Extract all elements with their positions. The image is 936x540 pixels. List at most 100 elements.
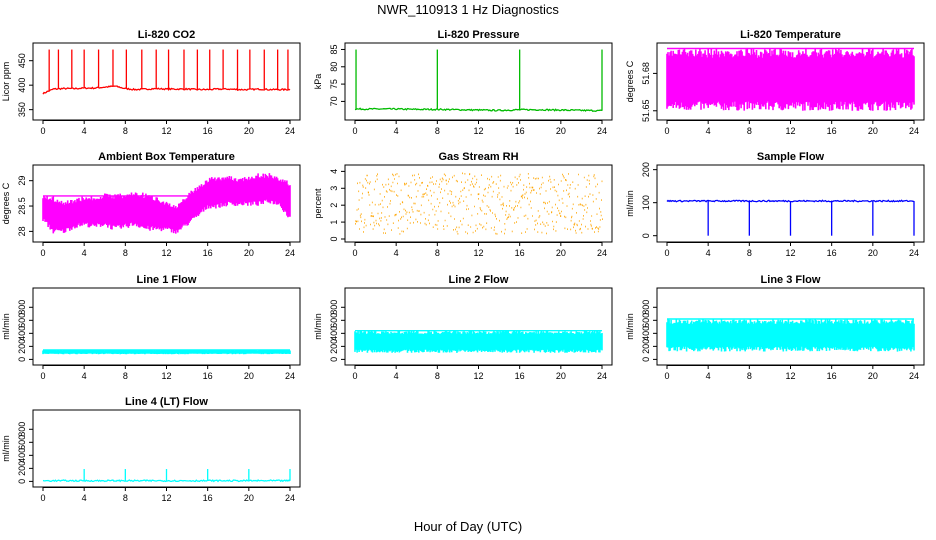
y-tick-label: 200 (641, 162, 651, 177)
y-axis-label: ml/min (625, 190, 635, 217)
x-tick-label: 12 (785, 371, 795, 381)
series-band (354, 330, 603, 353)
x-tick-label: 20 (868, 371, 878, 381)
x-tick-label: 8 (435, 248, 440, 258)
x-tick-label: 24 (909, 126, 919, 136)
x-tick-label: 20 (556, 248, 566, 258)
x-tick-label: 16 (515, 371, 525, 381)
figure-title: NWR_110913 1 Hz Diagnostics (377, 2, 559, 17)
x-tick-label: 12 (161, 126, 171, 136)
y-tick-label: 200 (17, 339, 27, 354)
y-tick-label: 29 (17, 176, 27, 186)
panel-9: Line 4 (LT) Flow ml/min 0 4 8 12 16 20 24 0 200400… (1, 396, 301, 503)
x-tick-label: 16 (203, 248, 213, 258)
y-tick-label: 400 (17, 448, 27, 463)
panel-title: Line 4 (LT) Flow (125, 396, 208, 408)
x-tick-label: 4 (82, 248, 87, 258)
x-tick-label: 0 (40, 248, 45, 258)
x-tick-label: 4 (82, 493, 87, 503)
y-tick-label: 28 (17, 226, 27, 236)
panel-title: Ambient Box Temperature (98, 151, 235, 163)
y-tick-label: 0 (329, 357, 339, 362)
y-tick-label: 400 (641, 326, 651, 341)
x-tick-label: 20 (556, 371, 566, 381)
y-axis-label: percent (313, 188, 323, 219)
y-tick-label: 100 (641, 195, 651, 210)
panel-title: Sample Flow (757, 151, 825, 163)
x-tick-label: 12 (785, 248, 795, 258)
panel-8: Line 3 Flow ml/min 0 4 8 12 16 20 24 0 20040060080… (625, 274, 925, 381)
series-band (666, 48, 915, 111)
y-tick-label: 400 (17, 78, 27, 93)
panel-3: Ambient Box Temperature degrees C 0 4 8 12 16 2… (1, 151, 301, 258)
x-tick-label: 16 (203, 126, 213, 136)
panel-title: Line 3 Flow (761, 274, 821, 286)
x-tick-label: 4 (706, 248, 711, 258)
x-tick-label: 12 (161, 493, 171, 503)
x-tick-label: 0 (40, 371, 45, 381)
series-points (355, 172, 603, 235)
plot-frame (32, 42, 301, 121)
panel-title: Li-820 CO2 (138, 29, 195, 41)
x-tick-label: 8 (747, 371, 752, 381)
y-tick-label: 800 (17, 422, 27, 437)
x-tick-label: 4 (394, 126, 399, 136)
y-tick-label: 600 (17, 435, 27, 450)
y-tick-label: 800 (641, 300, 651, 315)
x-tick-label: 4 (706, 371, 711, 381)
x-tick-label: 8 (747, 248, 752, 258)
x-tick-label: 0 (352, 248, 357, 258)
series-band (666, 319, 915, 352)
x-tick-label: 16 (203, 493, 213, 503)
x-tick-label: 20 (868, 126, 878, 136)
x-tick-label: 16 (827, 126, 837, 136)
x-tick-label: 24 (909, 248, 919, 258)
y-tick-label: 800 (17, 300, 27, 315)
y-axis-label: ml/min (1, 313, 11, 340)
x-tick-label: 24 (285, 126, 295, 136)
x-tick-label: 0 (352, 371, 357, 381)
x-tick-label: 4 (394, 371, 399, 381)
x-tick-label: 12 (473, 248, 483, 258)
x-tick-label: 12 (785, 126, 795, 136)
y-tick-label: 80 (329, 62, 339, 72)
y-axis-label: degrees C (625, 60, 635, 102)
y-axis-label: ml/min (625, 313, 635, 340)
y-axis-label: degrees C (1, 182, 11, 224)
x-tick-label: 20 (244, 493, 254, 503)
y-tick-label: 0 (17, 357, 27, 362)
x-tick-label: 20 (868, 248, 878, 258)
x-tick-label: 12 (161, 248, 171, 258)
y-tick-label: 400 (17, 326, 27, 341)
y-tick-label: 200 (329, 339, 339, 354)
x-tick-label: 0 (664, 248, 669, 258)
y-tick-label: 0 (641, 233, 651, 238)
x-tick-label: 24 (909, 371, 919, 381)
series-line (42, 479, 291, 483)
x-tick-label: 4 (394, 248, 399, 258)
x-tick-label: 20 (244, 371, 254, 381)
x-tick-label: 8 (123, 248, 128, 258)
figure-xlabel: Hour of Day (UTC) (414, 519, 522, 534)
x-tick-label: 0 (352, 126, 357, 136)
y-tick-label: 70 (329, 96, 339, 106)
y-tick-label: 75 (329, 79, 339, 89)
y-axis-label: kPa (313, 74, 323, 90)
panel-0: Li-820 CO2 Licor ppm 0 4 8 12 16 20 24 350 400 450 (1, 29, 301, 136)
x-tick-label: 4 (706, 126, 711, 136)
panel-title: Li-820 Temperature (740, 29, 841, 41)
y-tick-label: 450 (17, 53, 27, 68)
series-band (42, 349, 291, 355)
panel-2: Li-820 Temperature degrees C 0 4 8 12 16 20 24 51… (625, 29, 925, 136)
x-tick-label: 20 (244, 126, 254, 136)
x-tick-label: 4 (82, 126, 87, 136)
x-tick-label: 8 (123, 126, 128, 136)
panel-1: Li-820 Pressure kPa 0 4 8 12 16 20 24 70 75 80 85 (313, 29, 613, 136)
series-line (354, 107, 603, 113)
x-tick-label: 24 (285, 248, 295, 258)
y-tick-label: 1 (329, 220, 339, 225)
x-tick-label: 8 (123, 493, 128, 503)
x-tick-label: 12 (161, 371, 171, 381)
